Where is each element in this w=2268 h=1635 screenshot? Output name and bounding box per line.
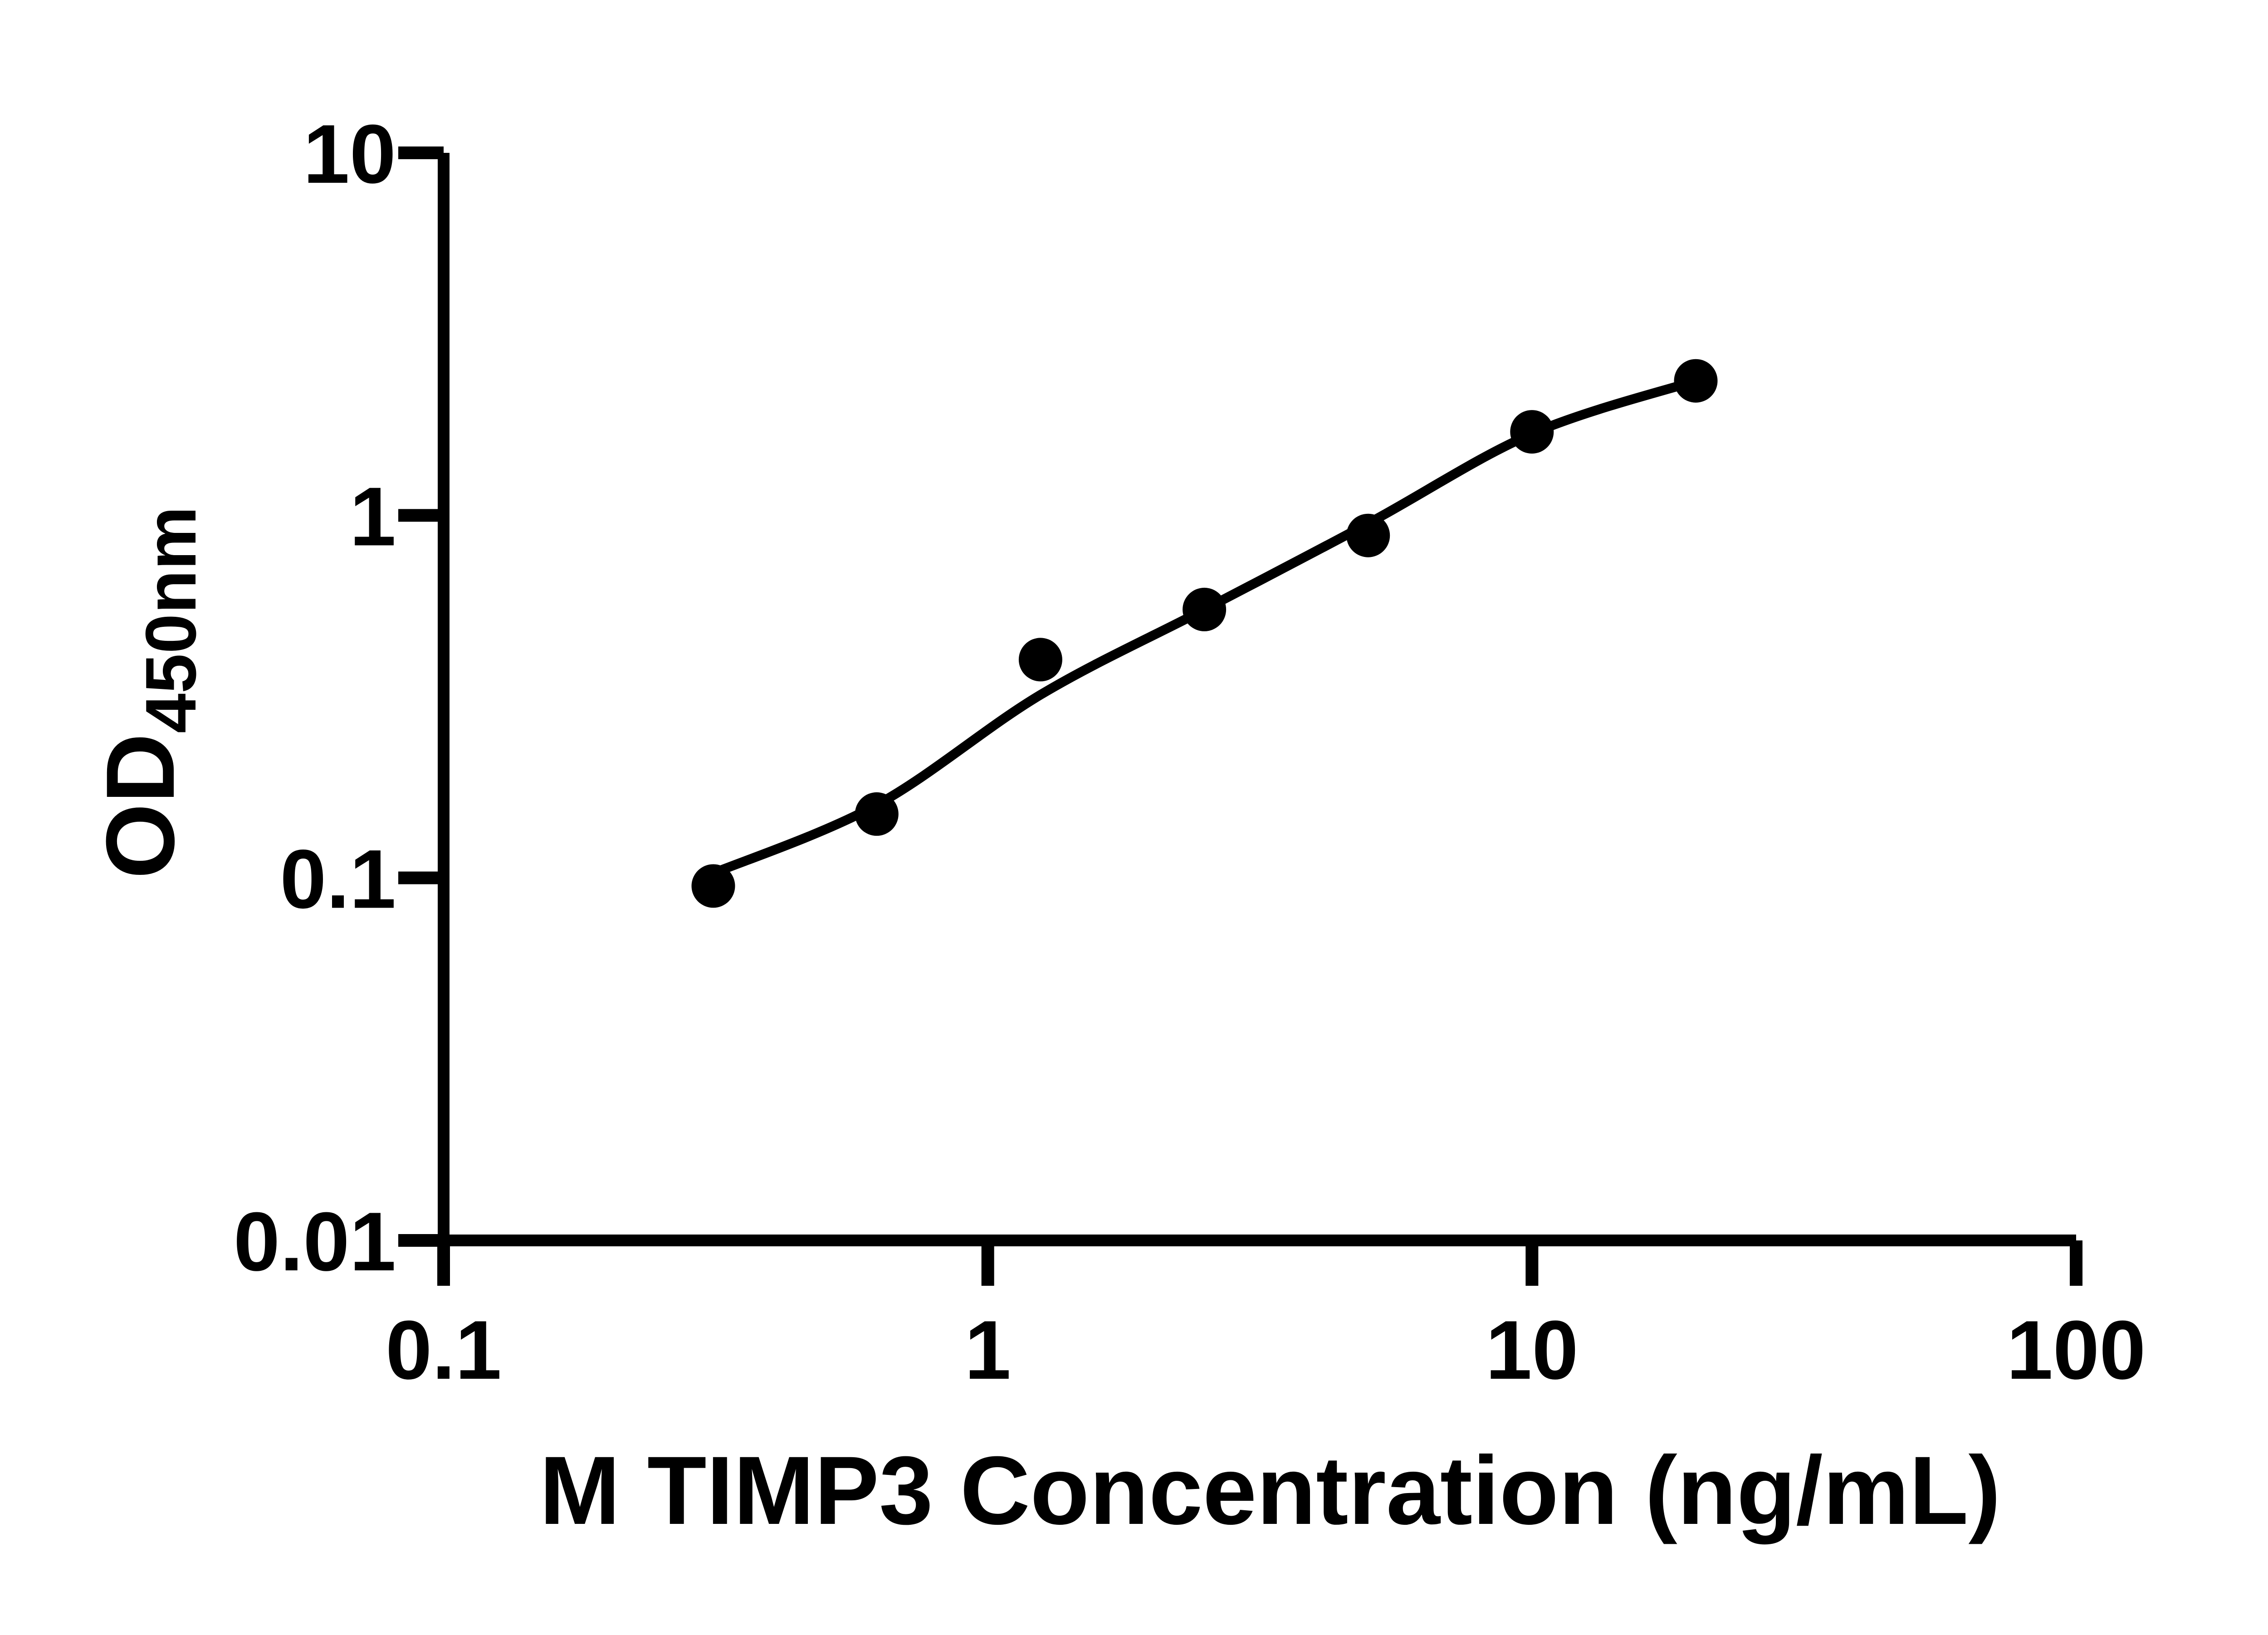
y-tick-label: 0.1: [280, 832, 396, 926]
x-tick-label: 0.1: [386, 1303, 502, 1396]
data-point-marker: [691, 864, 735, 908]
x-axis-ticks: [437, 1240, 2083, 1286]
data-point-marker: [855, 792, 899, 836]
data-point-markers: [691, 359, 1718, 908]
y-tick-label: 1: [350, 469, 396, 563]
data-point-marker: [1510, 410, 1554, 454]
axis-lines: [438, 153, 2077, 1246]
x-axis-tick-labels: 0.1 1 10 100: [386, 1303, 2146, 1396]
data-point-marker: [1674, 359, 1718, 403]
y-axis-title-main: OD: [86, 733, 195, 879]
data-point-marker: [1346, 513, 1390, 557]
y-axis-title: OD450nm: [86, 506, 211, 879]
y-axis-tick-labels: 0.01 0.1 1 10: [234, 107, 396, 1288]
y-tick-label: 0.01: [234, 1195, 396, 1288]
y-tick-label: 10: [303, 107, 396, 200]
x-tick-label: 10: [1486, 1303, 1579, 1396]
x-tick-label: 1: [964, 1303, 1011, 1396]
y-axis-ticks: [398, 146, 444, 1247]
data-point-marker: [1183, 587, 1227, 631]
data-point-marker: [1018, 638, 1062, 682]
x-axis-title: M TIMP3 Concentration (ng/mL): [539, 1436, 2001, 1545]
axes: 0.1 1 10 100 0.01 0.1 1 10: [234, 107, 2146, 1396]
x-tick-label: 100: [2007, 1303, 2146, 1396]
y-axis-title-subscript: 450nm: [131, 506, 211, 733]
